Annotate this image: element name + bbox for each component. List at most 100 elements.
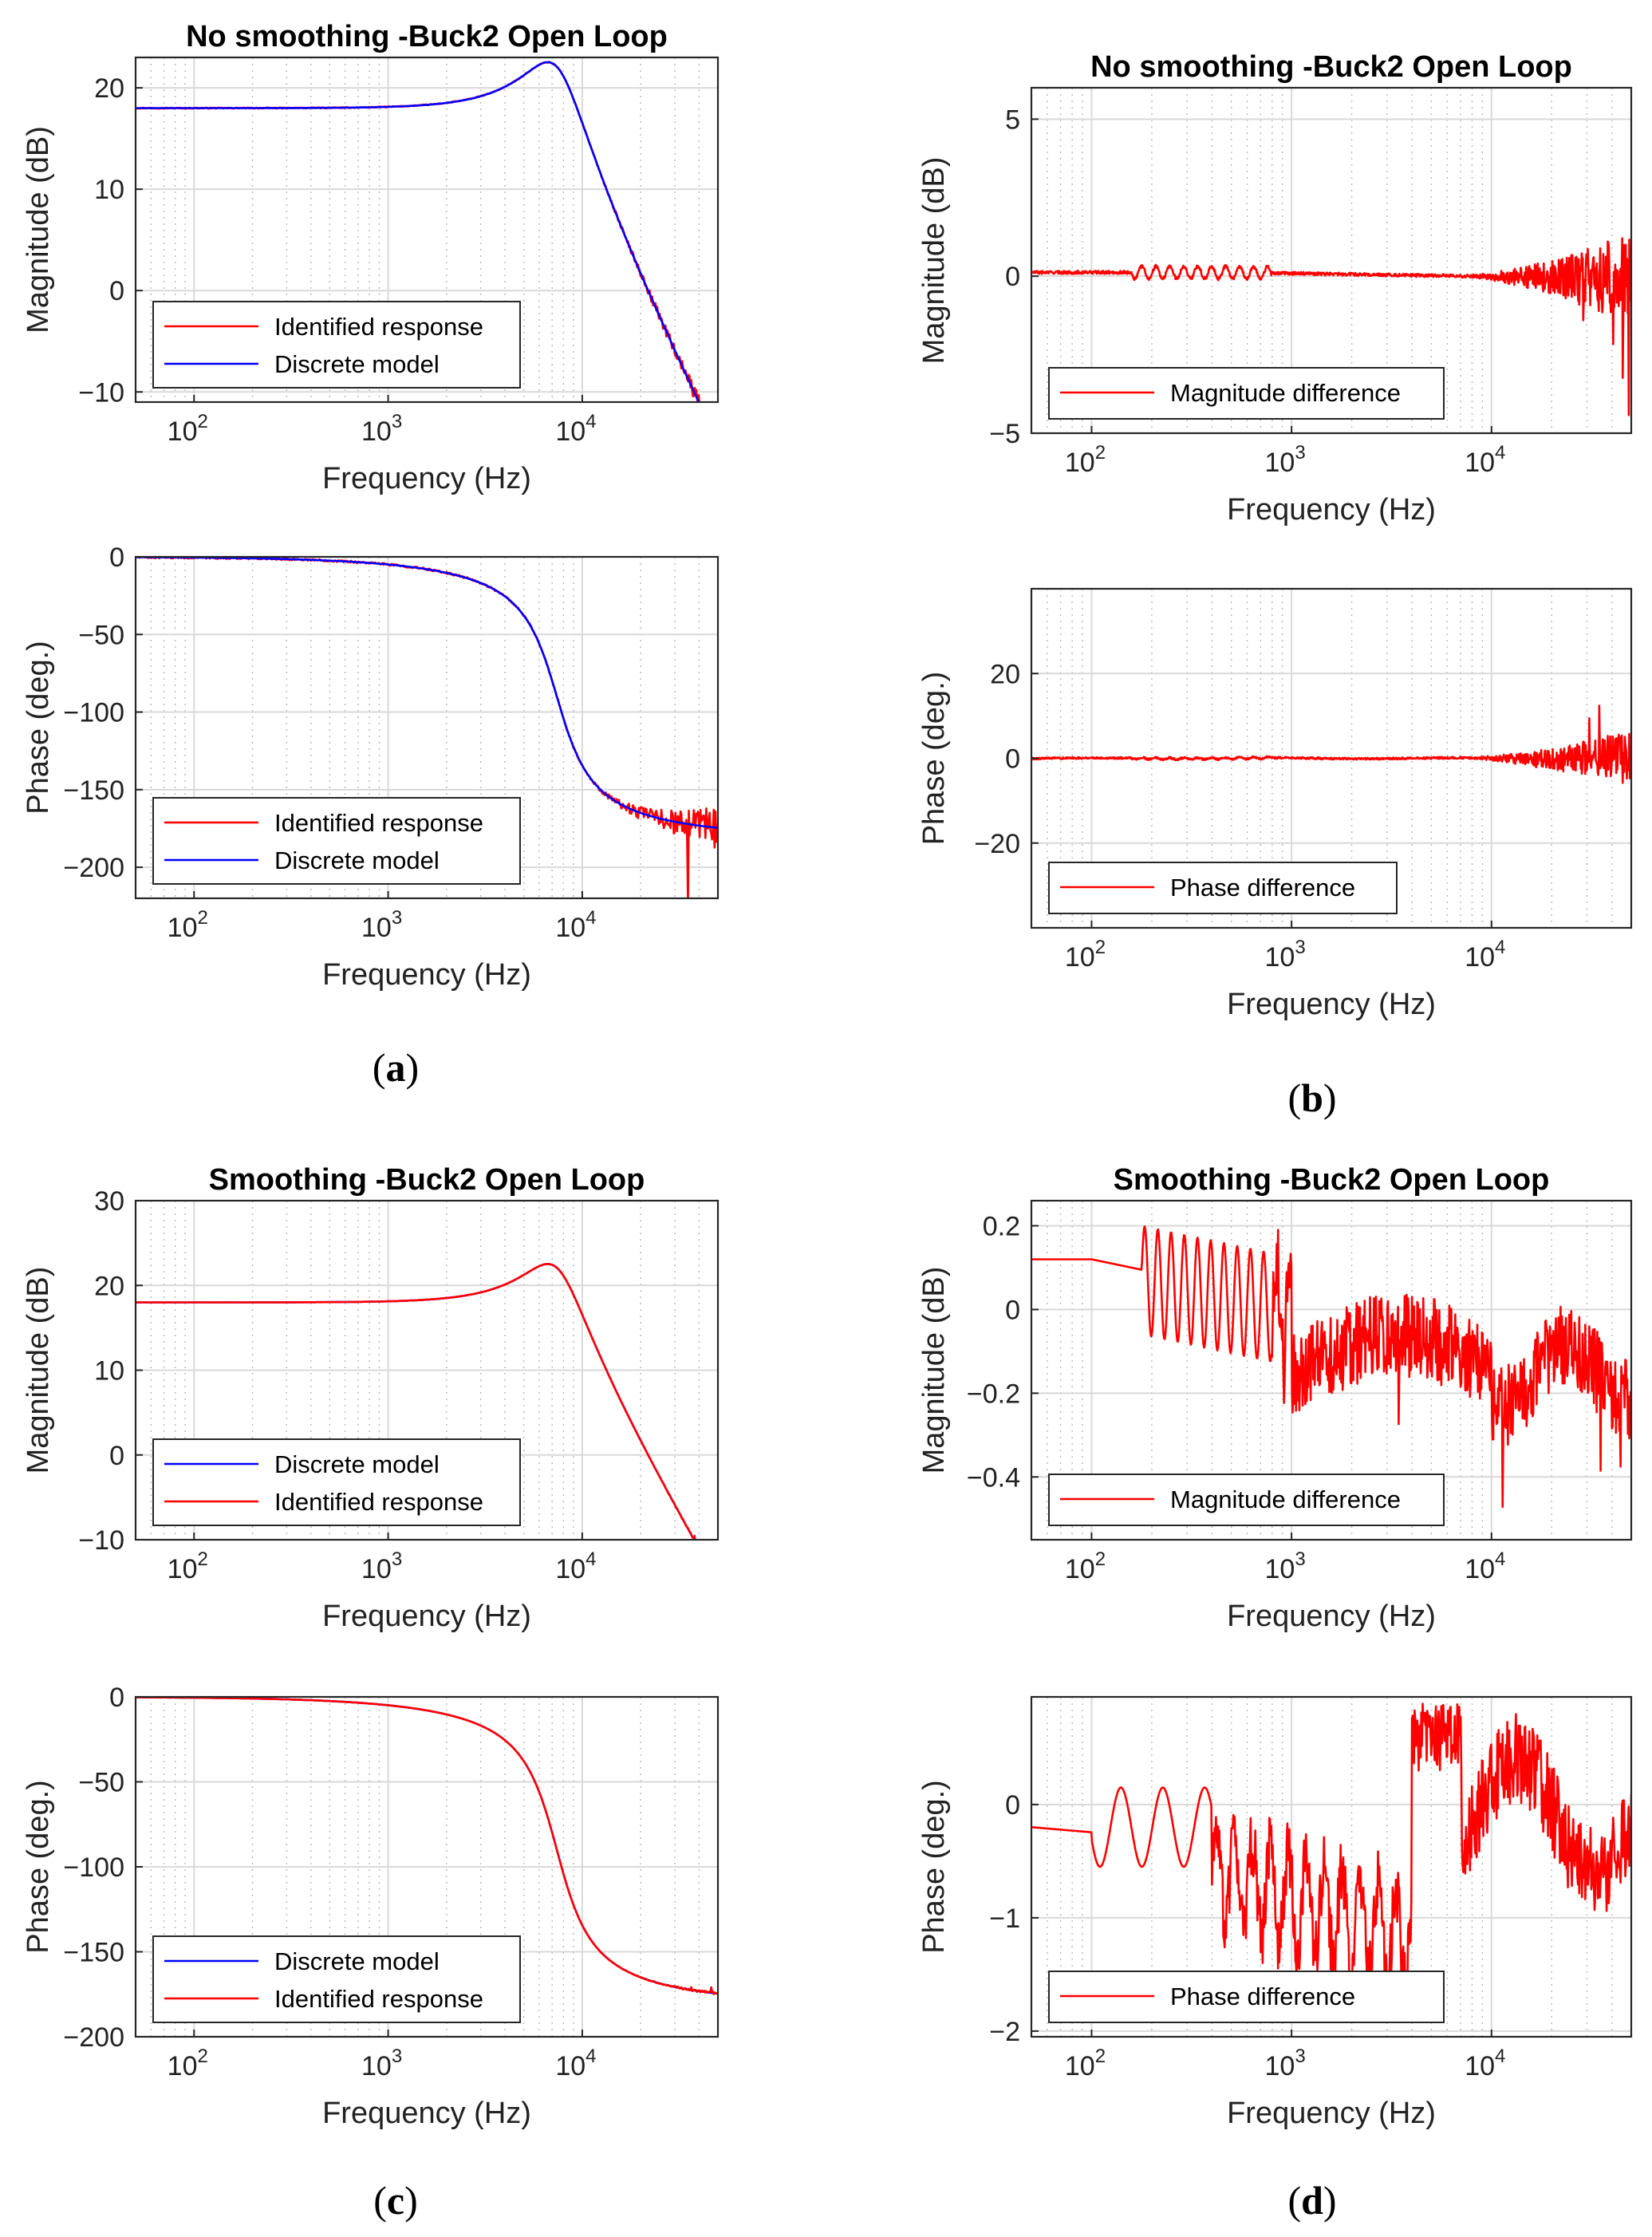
x-axis-label: Frequency (Hz) (322, 1600, 531, 1633)
y-tick-label: −10 (78, 377, 124, 408)
x-tick-label: 104 (555, 2046, 596, 2081)
legend: Discrete model Identified response (152, 1935, 521, 2023)
x-tick-label: 103 (361, 1549, 402, 1584)
y-tick-label: 10 (94, 175, 124, 205)
chart-c-bottom: −200 −150 −100 −50 0 102 103 104 Frequency (Hz) P… (22, 1683, 720, 2130)
x-tick-label: 102 (1065, 442, 1106, 478)
x-tick-label: 103 (1265, 442, 1306, 478)
legend-label: Discrete model (274, 350, 440, 378)
chart-title: Smoothing -Buck2 Open Loop (1114, 1163, 1550, 1197)
x-axis-label: Frequency (Hz) (1227, 2097, 1436, 2130)
legend: Phase difference (1048, 1971, 1445, 2023)
chart-d-bottom: −2 −1 0 102 103 104 Frequency (Hz) Phase (deg.)… (917, 1695, 1633, 2130)
legend-label: Discrete model (274, 1947, 440, 1975)
y-tick-label: −200 (63, 2022, 124, 2053)
x-tick-label: 103 (361, 2046, 402, 2081)
y-tick-label: 20 (94, 1271, 124, 1301)
x-tick-label: 102 (1065, 2046, 1106, 2081)
x-tick-label: 102 (1065, 1549, 1106, 1584)
legend-label: Magnitude difference (1170, 379, 1401, 407)
y-tick-label: 20 (94, 73, 124, 104)
chart-a-top: −10 0 10 20 102 103 104 No smoothing -Buck2 Ope… (22, 20, 720, 495)
y-tick-label: −50 (78, 1768, 124, 1798)
y-tick-label: −10 (78, 1525, 124, 1556)
series-line-identified-response (136, 1697, 718, 1995)
x-tick-label: 103 (361, 907, 402, 943)
x-tick-label: 104 (1465, 442, 1505, 478)
x-tick-label: 102 (168, 907, 208, 943)
y-tick-label: −5 (989, 419, 1020, 449)
x-tick-label: 103 (1265, 2046, 1306, 2081)
chart-a-bottom: −200 −150 −100 −50 0 102 103 104 Frequency (Hz) P… (22, 542, 720, 992)
series-line-discrete-model (136, 557, 718, 829)
y-tick-label: −2 (989, 2017, 1020, 2047)
x-tick-label: 103 (1265, 937, 1306, 973)
legend-label: Magnitude difference (1170, 1485, 1401, 1513)
series-line-phase-difference (1031, 704, 1631, 784)
y-tick-label: 20 (990, 659, 1020, 689)
y-tick-label: 0 (1005, 1790, 1020, 1821)
axes-box (1030, 1199, 1633, 1541)
y-axis-label: Magnitude (dB) (917, 157, 951, 365)
x-tick-label: 102 (168, 411, 208, 447)
x-tick-label: 104 (555, 1549, 596, 1584)
chart-b-bottom: −20 0 20 102 103 104 Frequency (Hz) Phase (deg.… (917, 587, 1633, 1021)
y-axis-label: Phase (deg.) (22, 1780, 55, 1954)
legend-box (152, 797, 521, 885)
legend-label: Identified response (274, 809, 483, 837)
legend: Magnitude difference (1048, 1474, 1445, 1526)
series-line-discrete-model (136, 61, 700, 402)
legend: Identified response Discrete model (152, 797, 521, 885)
axes-box (1030, 1695, 1633, 2038)
series-line-phase-difference (1031, 1702, 1631, 2011)
y-tick-label: 0 (109, 276, 124, 306)
legend-box (152, 301, 521, 389)
y-tick-label: 0 (109, 1683, 124, 1713)
y-tick-label: −100 (63, 1852, 124, 1883)
y-axis-label: Phase (deg.) (917, 1780, 951, 1954)
y-tick-label: −0.4 (967, 1462, 1020, 1493)
chart-c-top: −10 0 10 20 30 102 103 104 Smoothing -Buck2 Open… (22, 1163, 720, 1633)
y-tick-label: −150 (63, 1938, 124, 1968)
x-tick-label: 102 (1065, 937, 1106, 973)
chart-b-top: −5 0 5 102 103 104 No smoothing -Buck2 Open Lo… (917, 50, 1633, 527)
axes-box (1030, 86, 1633, 435)
y-tick-label: −0.2 (967, 1379, 1020, 1409)
x-axis-label: Frequency (Hz) (322, 958, 531, 992)
series-line-magnitude-difference (1031, 237, 1631, 416)
x-tick-label: 104 (555, 907, 596, 943)
x-tick-label: 104 (1465, 937, 1505, 973)
legend: Identified response Discrete model (152, 301, 521, 389)
axes-box (134, 555, 720, 900)
legend-box (152, 1438, 521, 1526)
caption-b: (b) (1287, 1075, 1336, 1120)
y-tick-label: −200 (63, 853, 124, 883)
y-axis-label: Magnitude (dB) (22, 1267, 55, 1474)
y-tick-label: 10 (94, 1356, 124, 1387)
caption-d: (d) (1287, 2178, 1336, 2223)
x-tick-label: 103 (1265, 1549, 1306, 1584)
caption-a: (a) (373, 1045, 419, 1090)
y-tick-label: −150 (63, 775, 124, 806)
x-tick-label: 103 (361, 411, 402, 447)
y-tick-label: −100 (63, 698, 124, 728)
legend: Magnitude difference (1048, 367, 1445, 420)
x-tick-label: 102 (168, 1549, 208, 1584)
legend-label: Identified response (274, 1985, 483, 2013)
caption-c: (c) (373, 2178, 418, 2223)
x-tick-label: 104 (555, 411, 596, 447)
y-axis-label: Phase (deg.) (22, 641, 55, 815)
x-axis-label: Frequency (Hz) (1227, 1600, 1436, 1633)
chart-title: No smoothing -Buck2 Open Loop (1090, 50, 1572, 84)
series-line-magnitude-difference (1031, 1225, 1631, 1509)
y-tick-label: 0 (1005, 1295, 1020, 1325)
legend-label: Phase difference (1170, 1983, 1355, 2010)
series-line-identified-response (136, 1263, 696, 1540)
y-tick-label: 0 (109, 1441, 124, 1471)
legend-label: Discrete model (274, 846, 440, 874)
x-axis-label: Frequency (Hz) (322, 462, 531, 495)
x-axis-label: Frequency (Hz) (1227, 493, 1436, 527)
legend-label: Discrete model (274, 1450, 440, 1478)
y-axis-label: Magnitude (dB) (22, 126, 55, 333)
